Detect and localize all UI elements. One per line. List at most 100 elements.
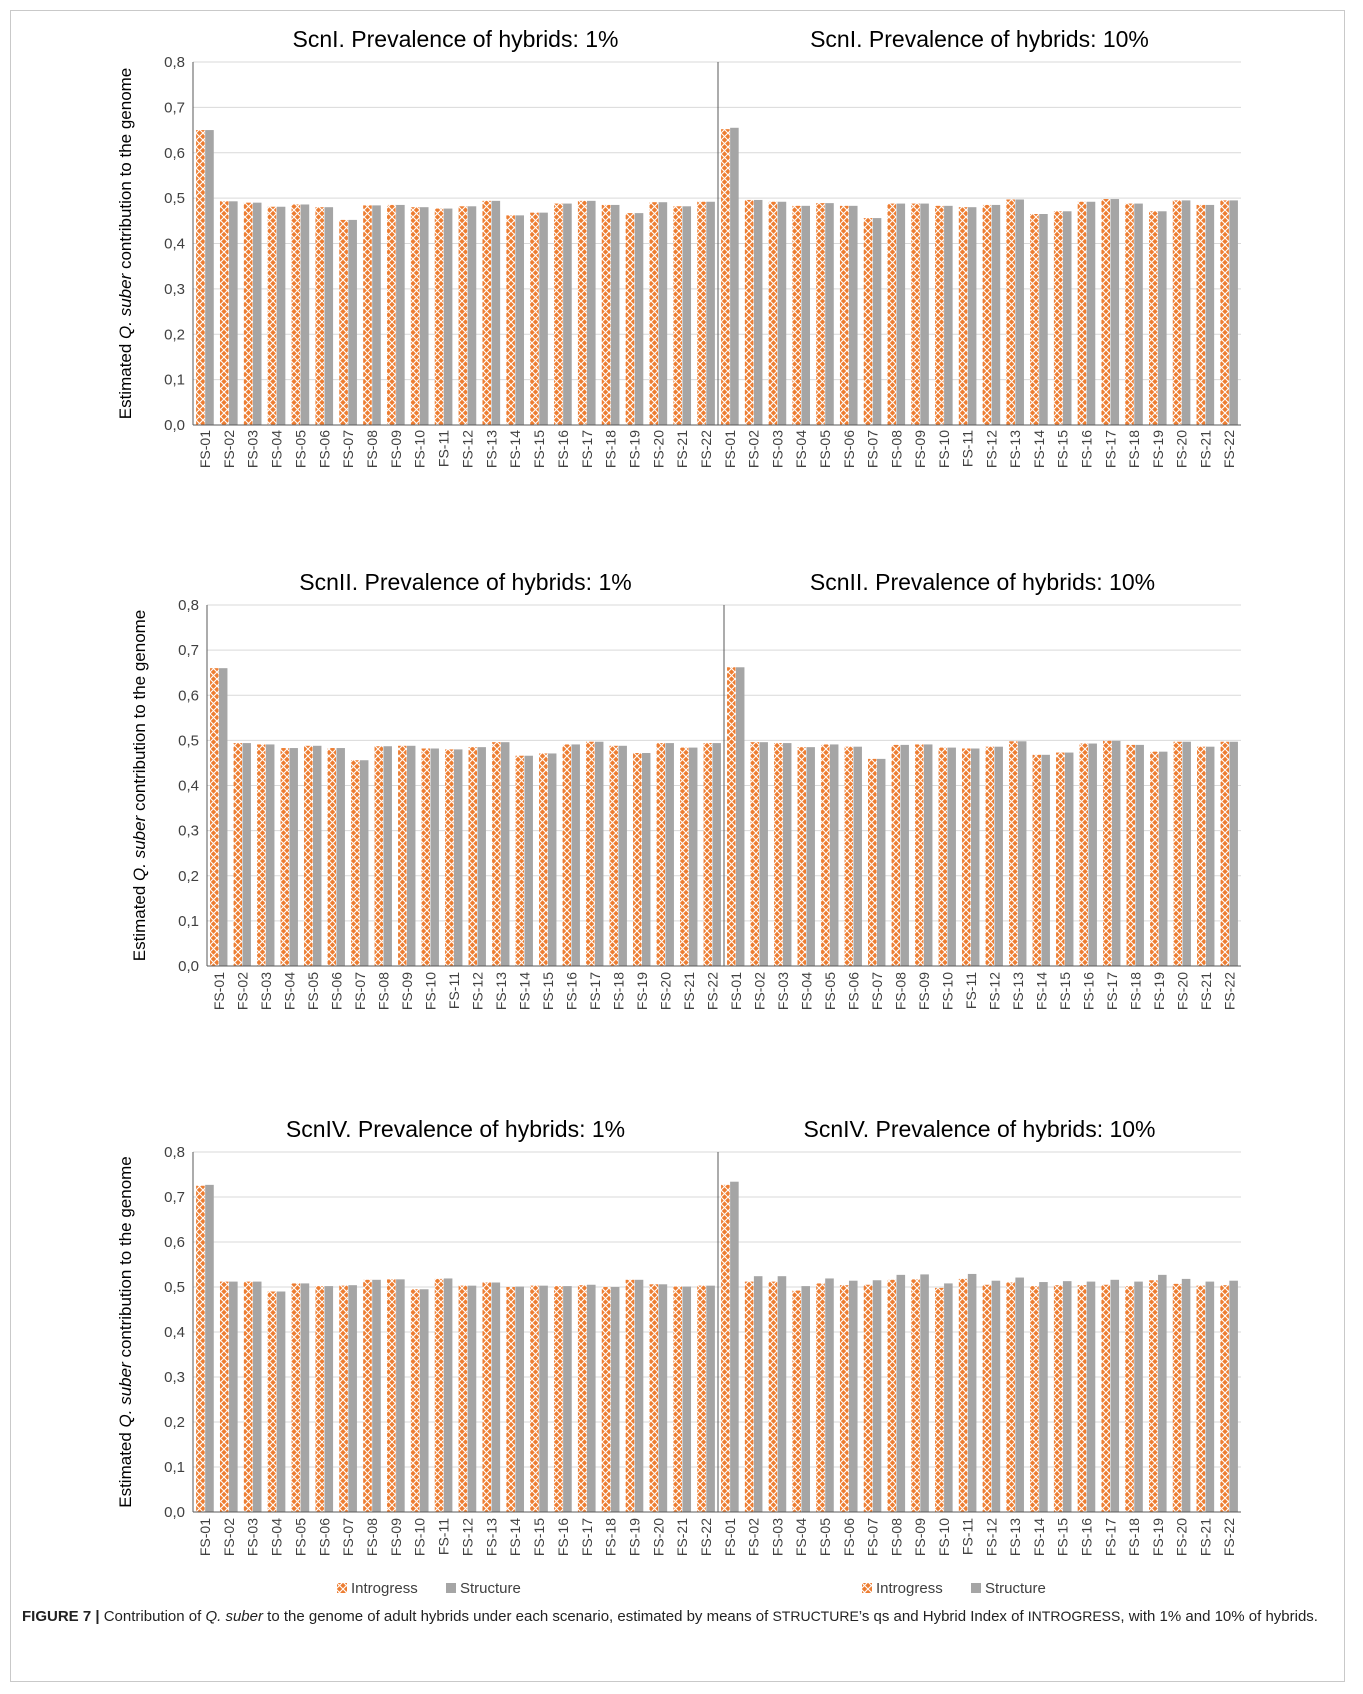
bar-structure <box>706 201 715 425</box>
x-tick-label: FS-10 <box>936 430 952 468</box>
bar-structure <box>896 1274 906 1512</box>
x-tick-label: FS-15 <box>1057 972 1073 1010</box>
bar-structure <box>1086 1281 1096 1512</box>
x-tick-label: FS-20 <box>650 1518 666 1556</box>
x-tick-label: FS-19 <box>626 1518 642 1556</box>
bar-introgress <box>434 1278 444 1512</box>
bar-structure <box>682 206 692 425</box>
bar-introgress <box>982 1284 992 1512</box>
bar-introgress <box>243 1281 253 1512</box>
bar-structure <box>994 746 1003 966</box>
bar-structure <box>300 204 310 425</box>
bar-introgress <box>1009 741 1018 966</box>
x-tick-label: FS-01 <box>722 1518 738 1556</box>
x-tick-label: FS-22 <box>1221 1518 1237 1556</box>
y-tick-label: 0,4 <box>164 1324 185 1341</box>
bar-introgress <box>577 1285 587 1512</box>
bar-introgress <box>656 743 666 966</box>
y-tick-label: 0,1 <box>178 913 199 930</box>
y-tick-label: 0,3 <box>164 1369 185 1386</box>
bar-structure <box>477 747 486 966</box>
x-tick-label: FS-14 <box>516 972 532 1010</box>
chart-panel-6: ScnIV. Prevalence of hybrids: 10% FS-01 FS… <box>717 1116 1241 1556</box>
legend-label-introgress: Introgress <box>876 1580 943 1597</box>
x-tick-label: FS-14 <box>1033 972 1049 1010</box>
bar-structure <box>825 203 834 425</box>
charts-layer: 0,0 0,1 0,2 0,3 0,4 0,5 0,6 0,7 0,8 Estimated Q. … <box>116 26 1241 1597</box>
x-tick-label: FS-21 <box>681 972 697 1010</box>
bar-introgress <box>291 1283 301 1512</box>
x-tick-label: FS-02 <box>746 1518 762 1556</box>
bar-introgress <box>243 202 253 425</box>
legend-2: Introgress Structure <box>862 1580 1046 1597</box>
bar-structure <box>372 1279 381 1512</box>
x-tick-label: FS-12 <box>983 430 999 468</box>
x-tick-label: FS-08 <box>892 972 908 1010</box>
y-axis-title: Estimated Q. suber contribution to the g… <box>130 610 149 962</box>
x-tick-label: FS-17 <box>1102 430 1118 468</box>
x-tick-label: FS-10 <box>412 1518 428 1556</box>
bar-structure <box>594 741 604 966</box>
x-tick-label: FS-13 <box>493 972 509 1010</box>
bar-introgress <box>351 760 360 966</box>
x-tick-label: FS-20 <box>1174 1518 1190 1556</box>
legend-swatch-introgress <box>337 1583 347 1593</box>
x-tick-label: FS-12 <box>983 1518 999 1556</box>
y-tick-label: 0,4 <box>178 778 199 795</box>
bar-structure <box>610 204 620 425</box>
x-tick-label: FS-02 <box>221 1518 237 1556</box>
bar-structure <box>372 205 381 425</box>
x-tick-label: FS-06 <box>841 430 857 468</box>
bar-structure <box>383 746 392 966</box>
bar-structure <box>1041 754 1050 966</box>
chart-title: ScnII. Prevalence of hybrids: 10% <box>810 569 1155 595</box>
bar-introgress <box>339 1285 348 1512</box>
bar-introgress <box>492 742 501 966</box>
legend-label-introgress: Introgress <box>351 1580 418 1597</box>
bar-structure <box>586 1284 596 1512</box>
x-tick-label: FS-05 <box>822 972 838 1010</box>
bar-introgress <box>1148 1280 1158 1512</box>
x-tick-label: FS-01 <box>722 430 738 468</box>
y-tick-label: 0,7 <box>178 642 199 659</box>
bar-structure <box>563 1286 572 1512</box>
y-tick-label: 0,5 <box>164 190 185 207</box>
x-tick-label: FS-18 <box>1126 1518 1142 1556</box>
bar-introgress <box>196 130 205 425</box>
bar-introgress <box>727 667 736 966</box>
x-tick-label: FS-22 <box>1221 430 1237 468</box>
bar-introgress <box>839 1285 849 1512</box>
bar-introgress <box>363 205 372 425</box>
bar-introgress <box>1053 211 1063 425</box>
bar-structure <box>467 1285 477 1512</box>
bar-introgress <box>445 749 454 966</box>
bar-structure <box>1062 211 1072 425</box>
chart-title: ScnIV. Prevalence of hybrids: 1% <box>286 1116 625 1142</box>
x-tick-label: FS-11 <box>963 972 979 1009</box>
x-tick-label: FS-22 <box>704 972 720 1010</box>
bar-structure <box>1158 1274 1167 1512</box>
bar-structure <box>735 667 745 966</box>
x-tick-label: FS-09 <box>916 972 932 1010</box>
bar-introgress <box>816 203 825 425</box>
bar-introgress <box>1077 201 1087 425</box>
y-tick-label: 0,0 <box>178 958 199 975</box>
figure-caption: FIGURE 7 | Contribution of Q. suber to t… <box>22 1605 1332 1628</box>
bar-structure <box>1062 1281 1072 1512</box>
bar-introgress <box>915 744 924 966</box>
bar-structure <box>1110 1279 1120 1512</box>
bar-introgress <box>1172 1283 1182 1512</box>
bar-structure <box>205 130 214 425</box>
y-tick-label: 0,2 <box>164 1414 185 1431</box>
bar-introgress <box>649 1284 659 1512</box>
x-tick-label: FS-11 <box>436 430 452 467</box>
x-tick-label: FS-06 <box>316 430 332 468</box>
bar-structure <box>524 755 533 966</box>
bar-structure <box>658 1284 668 1512</box>
y-tick-label: 0,8 <box>164 54 185 71</box>
x-tick-label: FS-20 <box>657 972 673 1010</box>
bar-introgress <box>1030 1286 1039 1512</box>
bar-introgress <box>797 747 807 966</box>
bar-structure <box>1229 1280 1238 1512</box>
